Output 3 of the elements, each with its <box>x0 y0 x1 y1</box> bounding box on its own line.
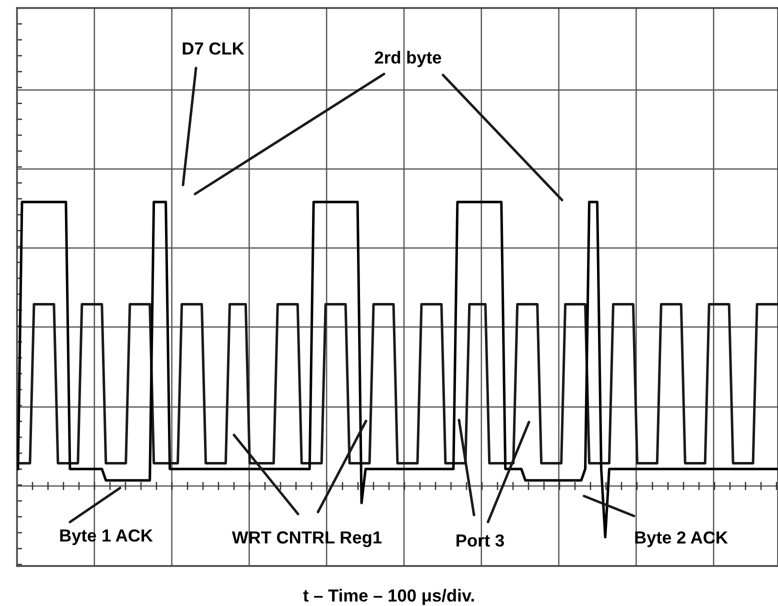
text: D7 CLK <box>182 42 244 55</box>
text: 2rd byte <box>374 50 442 68</box>
x-axis-title: t – Time – 100 μs/div. <box>303 588 474 606</box>
